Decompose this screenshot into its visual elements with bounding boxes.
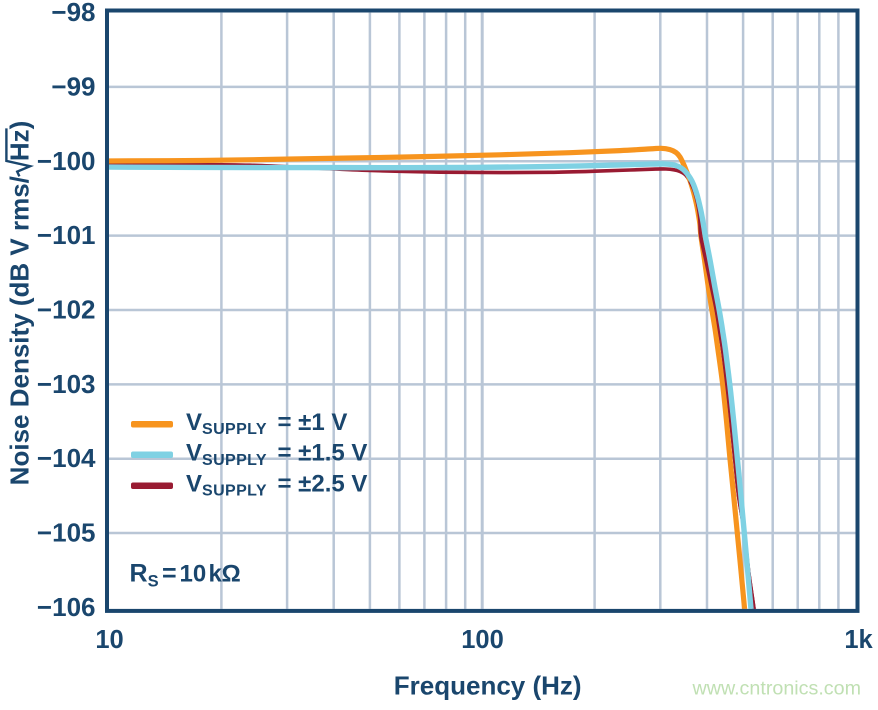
svg-text:Noise Density (dB V rms/Hz): Noise Density (dB V rms/Hz) xyxy=(5,121,35,486)
svg-text:−105: −105 xyxy=(37,518,96,548)
svg-text:VSUPPLY= ±1 V: VSUPPLY = ±1 V xyxy=(186,409,347,438)
svg-text:−99: −99 xyxy=(51,71,95,101)
svg-text:Frequency (Hz): Frequency (Hz) xyxy=(394,670,582,700)
svg-text:100: 100 xyxy=(461,626,504,654)
svg-text:VSUPPLY= ±1.5 V: VSUPPLY = ±1.5 V xyxy=(186,440,367,469)
svg-text:−98: −98 xyxy=(51,0,95,27)
svg-text:10: 10 xyxy=(95,626,123,654)
svg-text:−106: −106 xyxy=(37,592,96,622)
svg-text:1k: 1k xyxy=(844,626,873,654)
svg-text:−102: −102 xyxy=(37,295,96,325)
svg-text:VSUPPLY= ±2.5 V: VSUPPLY = ±2.5 V xyxy=(186,470,367,499)
svg-text:−104: −104 xyxy=(37,443,96,473)
svg-text:RS=10kΩ: RS = 10kΩ xyxy=(130,560,241,591)
svg-text:−100: −100 xyxy=(37,146,96,176)
svg-text:−101: −101 xyxy=(37,220,96,250)
svg-text:www.cntronics.com: www.cntronics.com xyxy=(692,678,861,700)
svg-text:−103: −103 xyxy=(37,369,96,399)
